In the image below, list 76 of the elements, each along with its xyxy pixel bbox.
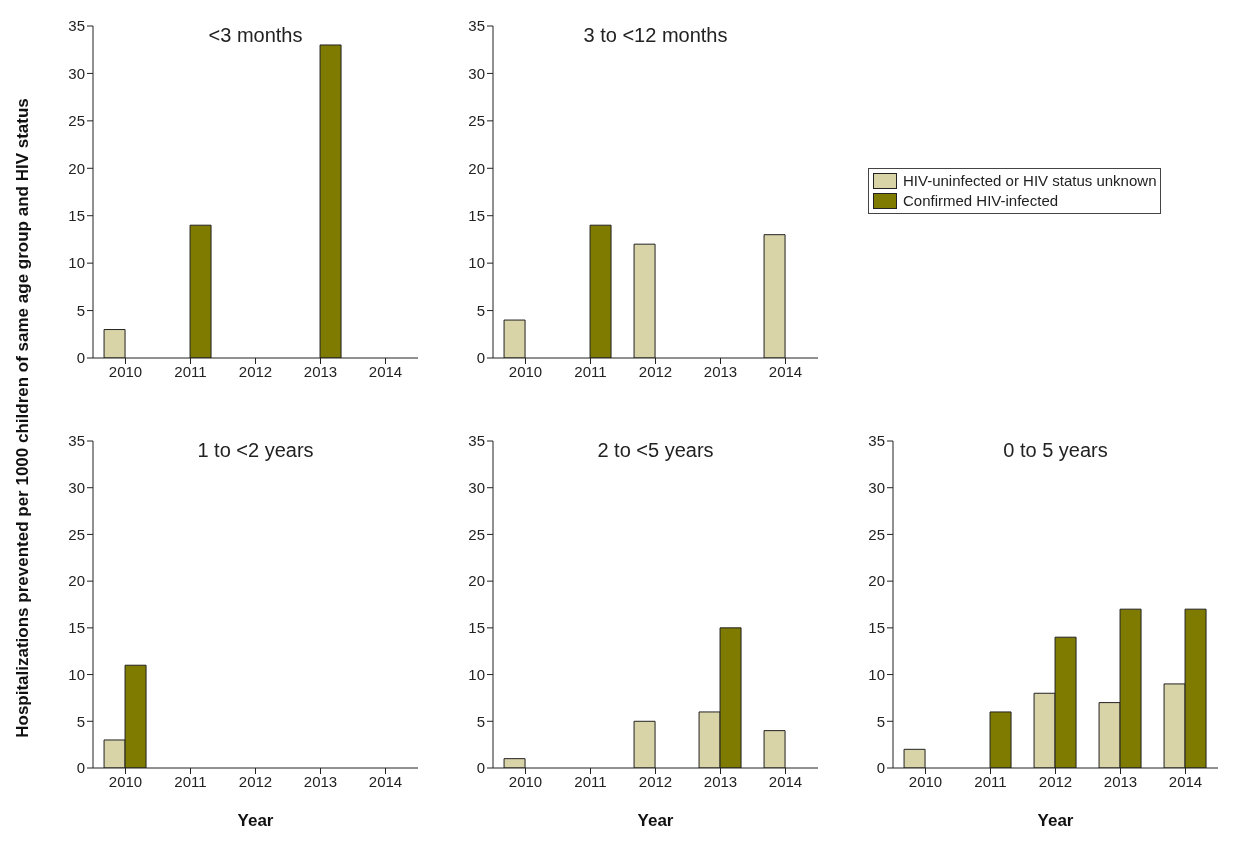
y-tick-label: 0 [476,349,485,367]
x-tick-label: 2011 [974,772,1007,790]
y-tick-label: 15 [68,207,85,225]
y-tick-label: 30 [468,479,485,497]
y-tick-label: 0 [76,759,85,777]
y-tick-label: 10 [868,665,885,683]
chart-title: 3 to <12 months [582,24,729,47]
x-tick-label: 2012 [638,362,673,380]
y-axis-title: Hospitalizations prevented per 1000 children of same age group and HIV status [13,97,33,740]
y-tick-label: 25 [68,525,85,543]
x-tick-label: 2012 [1038,772,1073,790]
x-tick-label: 2013 [1103,772,1138,790]
x-tick-label: 2012 [238,772,273,790]
y-tick-label: 20 [468,572,485,590]
y-tick-label: 5 [76,301,85,319]
x-tick-label: 2014 [368,362,403,380]
x-tick-label: 2011 [574,772,607,790]
chart-title: 1 to <2 years [196,439,315,462]
x-tick-label: 2012 [238,362,273,380]
y-tick-label: 10 [68,254,85,272]
y-tick-label: 30 [68,64,85,82]
legend-label: Confirmed HIV-infected [903,191,1059,211]
y-tick-label: 35 [468,17,485,35]
y-tick-label: 5 [476,301,485,319]
y-tick-label: 20 [468,159,485,177]
x-axis-title: Year [237,811,274,830]
y-tick-label: 0 [76,349,85,367]
x-tick-label: 2010 [108,362,143,380]
y-tick-label: 15 [68,619,85,637]
x-tick-label: 2013 [303,362,338,380]
x-tick-label: 2010 [508,362,543,380]
x-tick-label: 2014 [368,772,403,790]
chart-title: 0 to 5 years [1002,439,1109,462]
y-tick-label: 35 [68,432,85,450]
y-tick-label: 25 [868,525,885,543]
y-tick-label: 35 [868,432,885,450]
y-tick-label: 20 [68,572,85,590]
y-tick-label: 30 [868,479,885,497]
y-tick-label: 5 [476,712,485,730]
x-tick-label: 2014 [1168,772,1203,790]
x-tick-label: 2011 [574,362,607,380]
y-tick-label: 20 [868,572,885,590]
y-tick-label: 10 [468,665,485,683]
x-axis-title: Year [637,811,674,830]
y-tick-label: 15 [468,619,485,637]
y-tick-label: 30 [468,64,485,82]
y-tick-label: 35 [468,432,485,450]
y-tick-label: 5 [876,712,885,730]
y-tick-label: 30 [68,479,85,497]
x-tick-label: 2011 [174,362,207,380]
x-tick-label: 2013 [703,362,738,380]
x-tick-label: 2010 [908,772,943,790]
y-tick-label: 0 [876,759,885,777]
legend-label: HIV-uninfected or HIV status unknown [903,171,1157,191]
x-tick-label: 2014 [768,362,803,380]
y-tick-label: 0 [476,759,485,777]
x-tick-label: 2010 [108,772,143,790]
y-tick-label: 5 [76,712,85,730]
y-tick-label: 20 [68,159,85,177]
y-tick-label: 10 [468,254,485,272]
x-tick-label: 2013 [303,772,338,790]
chart-title: 2 to <5 years [596,439,715,462]
y-tick-label: 25 [468,112,485,130]
x-axis-title: Year [1037,811,1074,830]
y-tick-label: 25 [468,525,485,543]
x-tick-label: 2014 [768,772,803,790]
chart-title: <3 months [207,24,304,47]
y-tick-label: 15 [468,207,485,225]
y-tick-label: 25 [68,112,85,130]
y-tick-label: 15 [868,619,885,637]
y-tick-label: 35 [68,17,85,35]
x-tick-label: 2013 [703,772,738,790]
x-tick-label: 2010 [508,772,543,790]
x-tick-label: 2011 [174,772,207,790]
y-tick-label: 10 [68,665,85,683]
x-tick-label: 2012 [638,772,673,790]
